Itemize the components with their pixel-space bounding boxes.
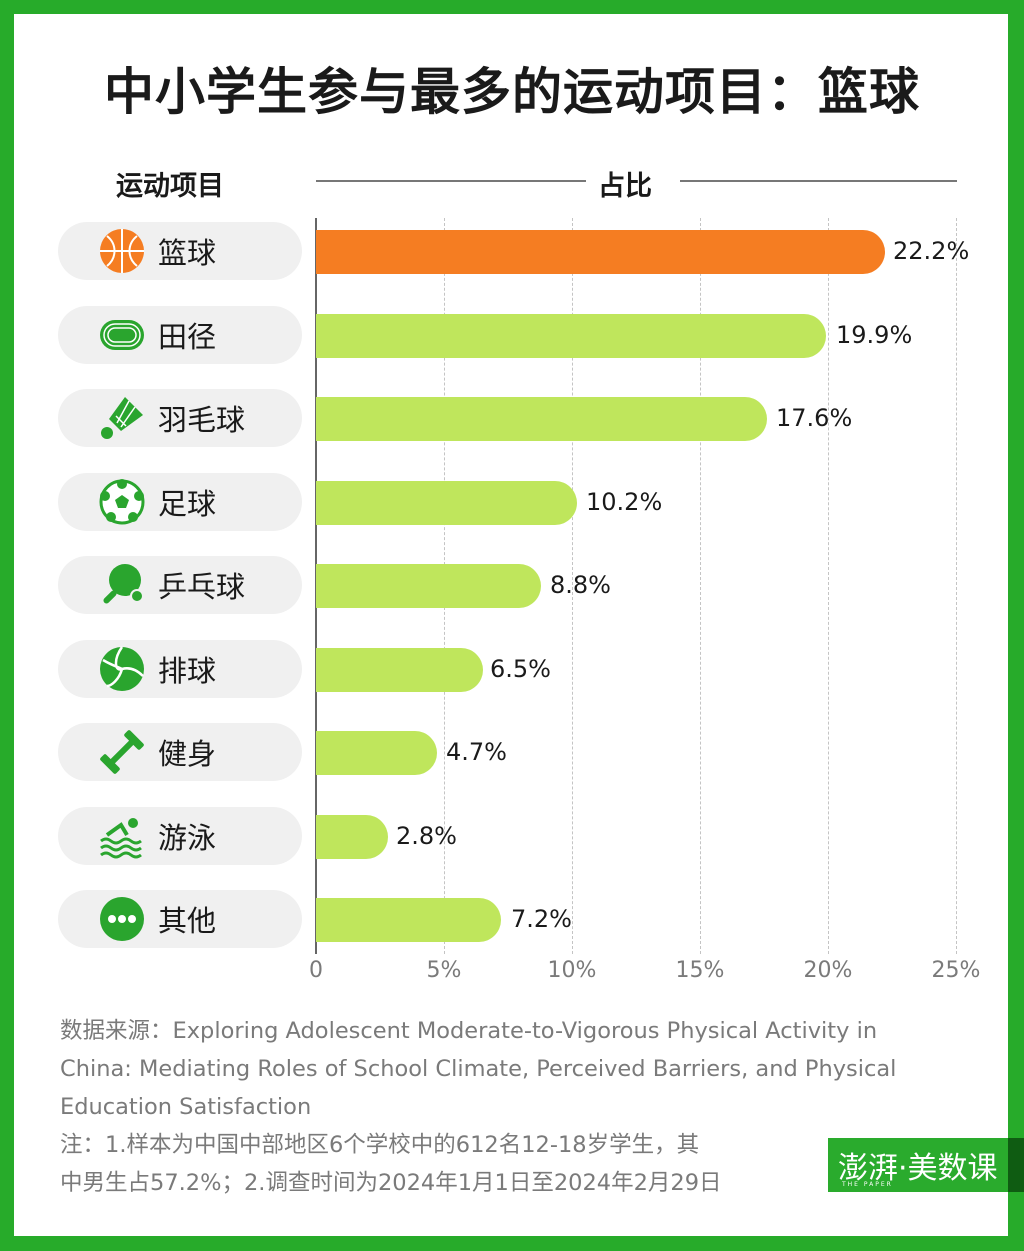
y-axis-line [315,218,317,954]
x-tick: 10% [547,958,597,983]
bar-row: 足球 10.2% [0,473,1024,533]
value-column-header: 占比 [598,171,652,202]
value-label: 19.9% [836,321,913,349]
ping-pong-paddle-icon [99,562,145,608]
value-label: 7.2% [511,905,572,933]
value-label: 8.8% [550,571,611,599]
bar-badminton [316,397,767,441]
source-note: 数据来源：Exploring Adolescent Moderate-to-Vi… [60,1012,896,1202]
category-pill: 田径 [58,306,302,364]
more-dots-icon [99,896,145,942]
note-line: 中男生占57.2%；2.调查时间为2024年1月1日至2024年2月29日 [60,1170,722,1196]
category-pill: 健身 [58,723,302,781]
category-label: 篮球 [158,236,217,270]
category-label: 足球 [158,487,217,521]
x-tick: 25% [931,958,981,983]
bar-row: 篮球 22.2% [0,222,1024,282]
category-label: 羽毛球 [158,403,246,437]
chart-card [14,14,1008,1236]
note-line: 注：1.样本为中国中部地区6个学校中的612名12-18岁学生，其 [60,1132,700,1158]
x-tick: 15% [675,958,725,983]
category-pill: 游泳 [58,807,302,865]
bar-row: 健身 4.7% [0,723,1024,783]
category-pill: 乒乓球 [58,556,302,614]
category-label: 排球 [158,654,217,688]
value-label: 4.7% [446,738,507,766]
header-rule-left [316,180,586,182]
bar-row: 游泳 2.8% [0,807,1024,867]
bar-volleyball [316,648,483,692]
thepaper-logo: 澎湃·美数课 THE PAPER [828,1138,1024,1192]
category-pill: 篮球 [58,222,302,280]
source-line: Education Satisfaction [60,1094,312,1120]
x-tick: 0 [309,958,323,983]
value-label: 22.2% [893,237,970,265]
logo-text: 澎湃·美数课 [838,1151,998,1186]
bar-track-field [316,314,826,358]
shuttlecock-icon [99,395,145,441]
bar-row: 羽毛球 17.6% [0,389,1024,449]
value-label: 6.5% [490,655,551,683]
value-label: 10.2% [586,488,663,516]
bar-swimming [316,815,388,859]
category-label: 健身 [158,737,217,771]
bar-other [316,898,501,942]
logo-subtext: THE PAPER [842,1181,893,1188]
bar-row: 乒乓球 8.8% [0,556,1024,616]
source-line: 数据来源：Exploring Adolescent Moderate-to-Vi… [60,1018,878,1044]
category-pill: 排球 [58,640,302,698]
bar-basketball [316,230,885,274]
category-label: 其他 [158,904,217,938]
category-column-header: 运动项目 [116,171,224,202]
gridline-20 [828,218,829,954]
volleyball-icon [99,646,145,692]
soccer-ball-icon [99,479,145,525]
category-pill: 足球 [58,473,302,531]
value-label: 17.6% [776,404,853,432]
header-rule-right [680,180,957,182]
category-label: 乒乓球 [158,570,246,604]
gridline-25 [956,218,957,954]
gridline-10 [572,218,573,954]
category-label: 田径 [158,320,217,354]
x-tick: 5% [426,958,462,983]
running-track-icon [99,312,145,358]
swimmer-icon [99,813,145,859]
source-line: China: Mediating Roles of School Climate… [60,1056,897,1082]
chart-title: 中小学生参与最多的运动项目：篮球 [104,63,920,121]
bar-fitness [316,731,437,775]
category-pill: 羽毛球 [58,389,302,447]
bar-soccer [316,481,577,525]
value-label: 2.8% [396,822,457,850]
logo-shadow [1008,1138,1024,1192]
bar-row: 田径 19.9% [0,306,1024,366]
basketball-icon [99,228,145,274]
bar-table-tennis [316,564,541,608]
bar-row: 其他 7.2% [0,890,1024,950]
category-pill: 其他 [58,890,302,948]
category-label: 游泳 [158,821,217,855]
dumbbell-icon [99,729,145,775]
gridline-15 [700,218,701,954]
bar-row: 排球 6.5% [0,640,1024,700]
x-tick: 20% [803,958,853,983]
